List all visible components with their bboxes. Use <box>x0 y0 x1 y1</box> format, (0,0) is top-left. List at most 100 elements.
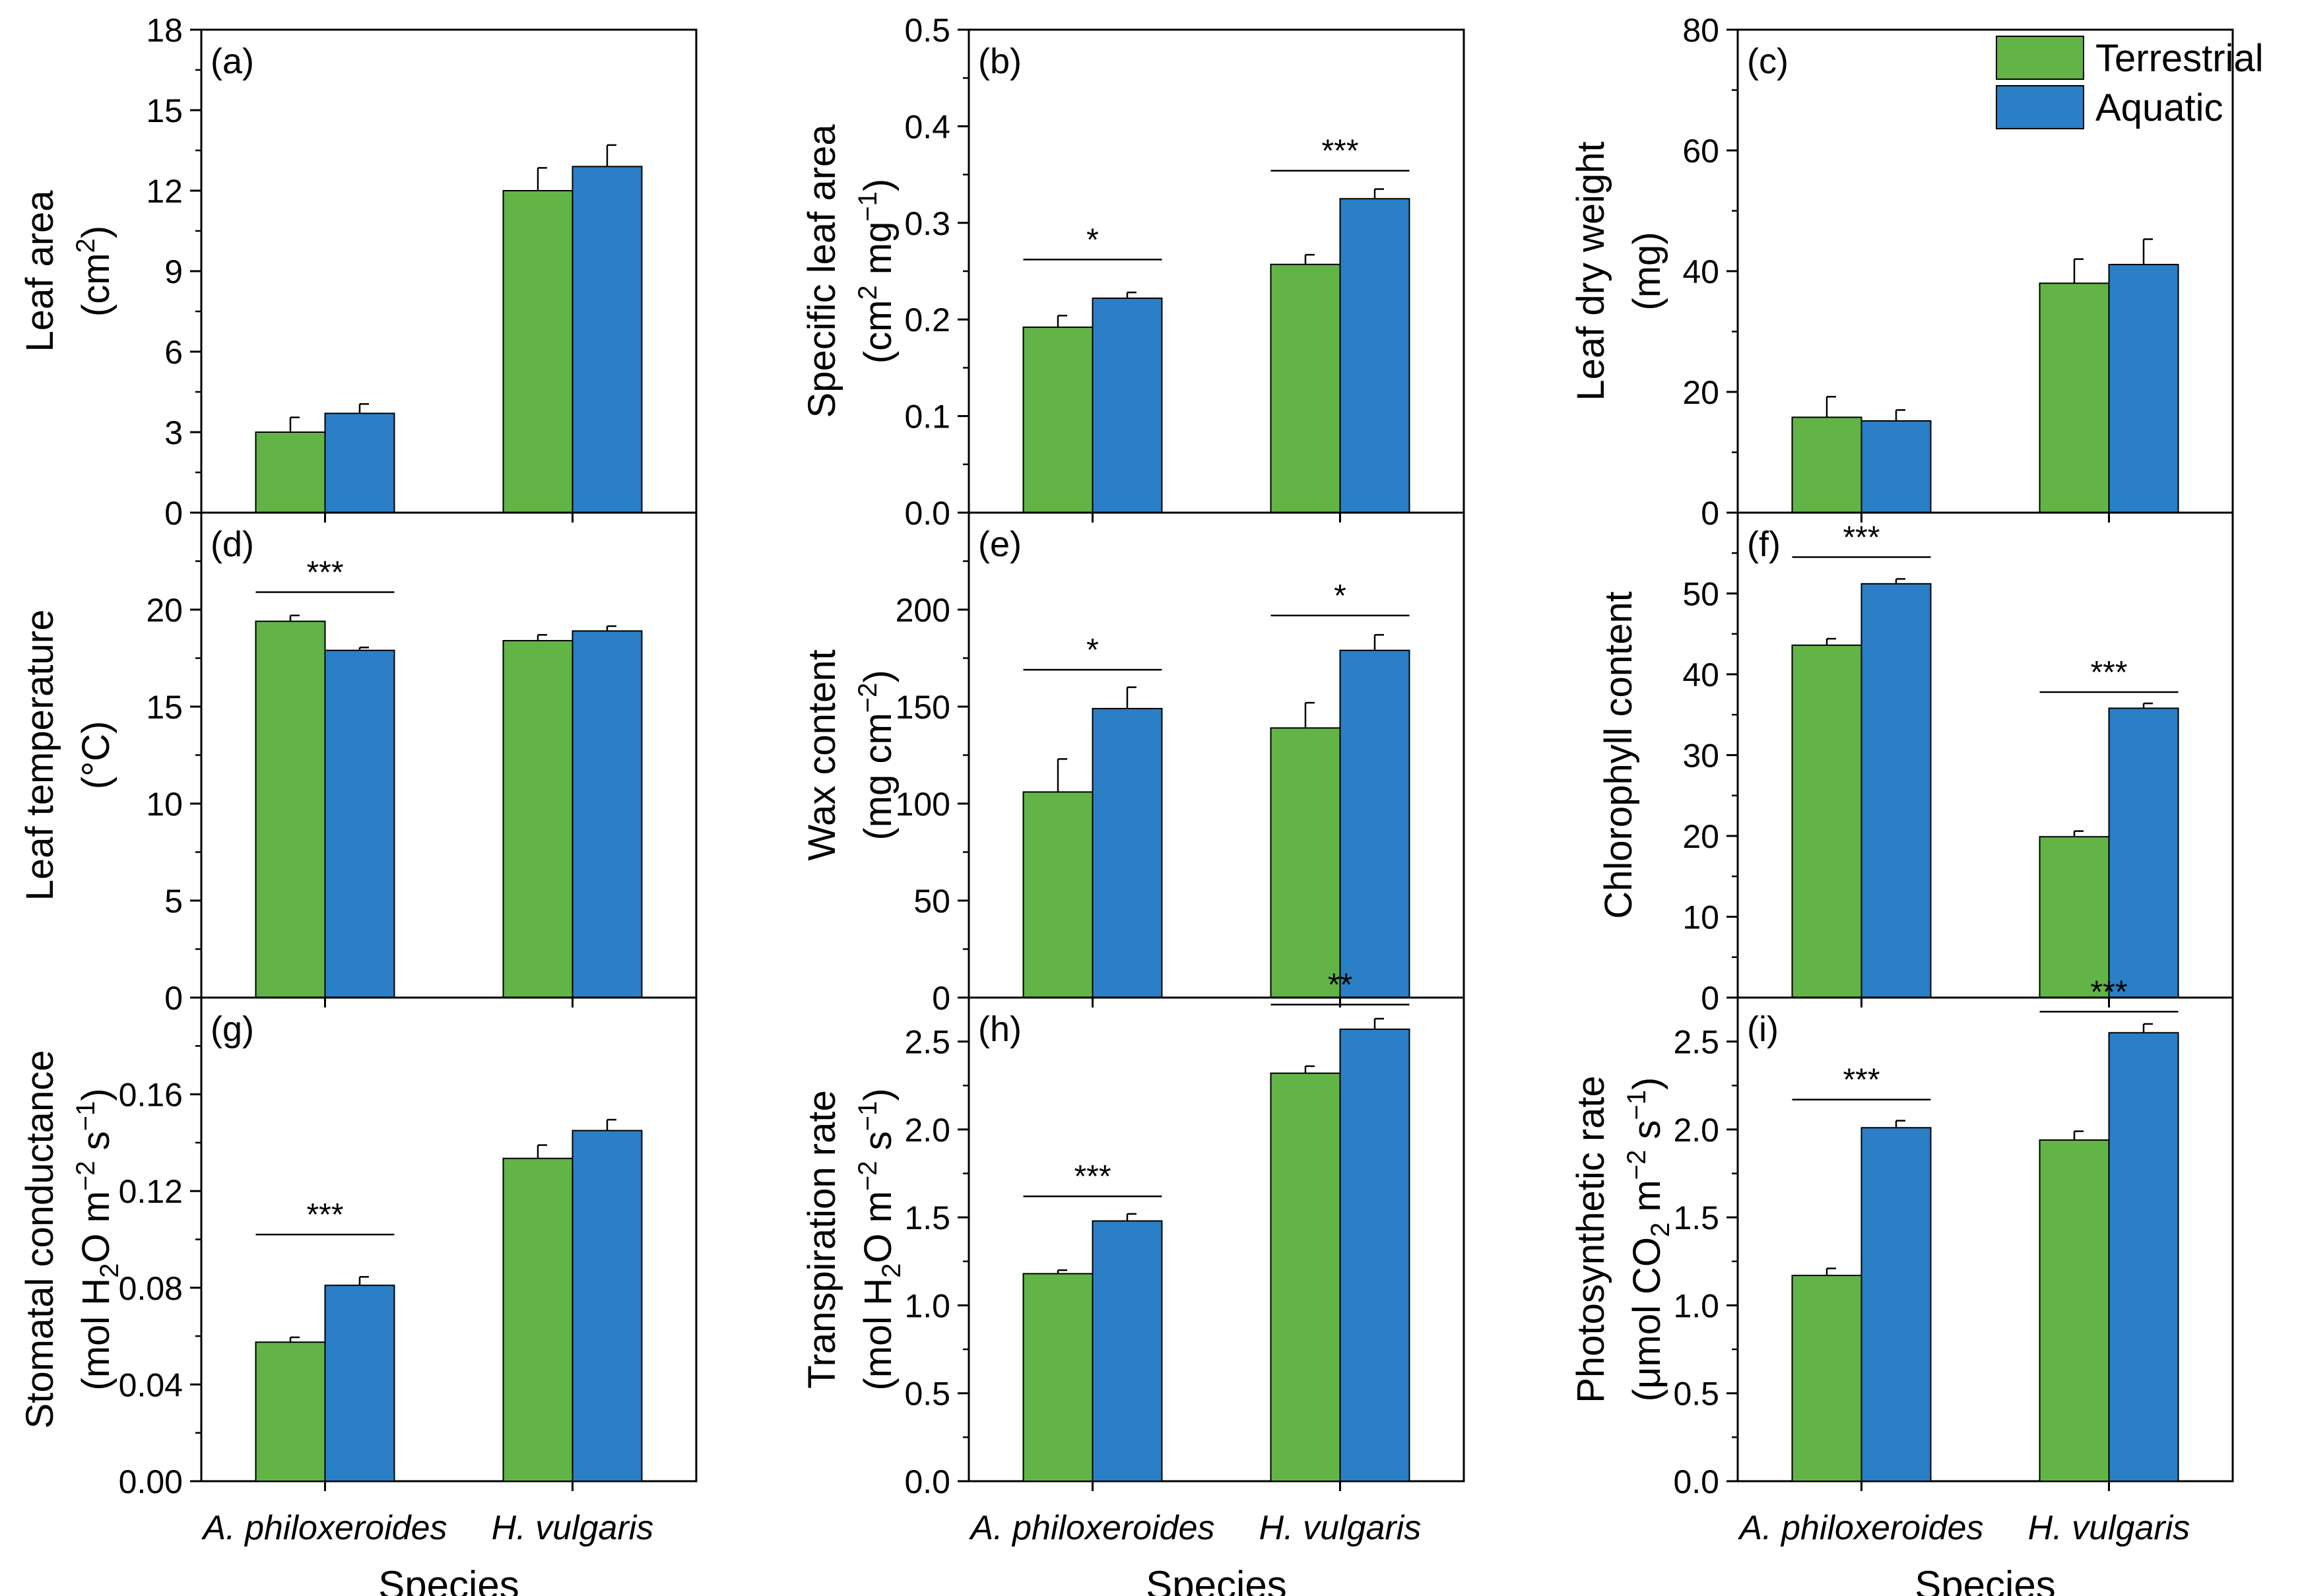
x-category-label: H. vulgaris <box>492 1509 654 1547</box>
y-tick-label: 0.1 <box>904 399 950 435</box>
x-category-label: A. philoxeroides <box>969 1509 1215 1547</box>
bar-aquatic-a-philoxeroides <box>324 1285 395 1482</box>
y-tick-label: 0.5 <box>904 1376 950 1413</box>
significance-stars: *** <box>306 556 343 591</box>
y-tick-label: 20 <box>1682 374 1719 411</box>
axes-frame-i <box>1736 996 2234 1483</box>
y-tick-label: 1.5 <box>904 1199 950 1236</box>
y-axis-title-e-line2: (mg cm−2​) <box>853 670 900 840</box>
panel-label-e: (e) <box>978 525 1022 564</box>
y-tick-label: 40 <box>1682 253 1719 290</box>
y-tick-label: 0.0 <box>904 1463 950 1500</box>
y-tick-label: 15 <box>146 689 183 726</box>
panel-d: 0 5 10 15 20 *** (d) Leaf temperature (°C) <box>18 511 698 1017</box>
y-axis-title-f-line1: Chlorophyll content <box>1597 591 1640 919</box>
significance-stars: *** <box>1843 1063 1880 1098</box>
legend-label-aquatic: Aquatic <box>2095 86 2223 129</box>
bar-aquatic-a-philoxeroides <box>1860 1127 1932 1482</box>
bar-aquatic-h-vulgaris <box>2108 263 2179 513</box>
y-axis-title-c-line2: (mg) <box>1626 232 1668 310</box>
y-tick-label: 20 <box>1682 818 1719 855</box>
y-tick-label: 0.08 <box>119 1270 183 1307</box>
x-axis-title: Species <box>1146 1563 1286 1596</box>
significance-stars: * <box>1334 579 1346 614</box>
bar-terrestrial-a-philoxeroides <box>255 431 326 513</box>
bar-terrestrial-a-philoxeroides <box>1791 416 1862 513</box>
y-tick-label: 0.5 <box>904 12 950 49</box>
y-axis-title-d-line1: Leaf temperature <box>18 610 61 901</box>
y-tick-label: 20 <box>146 592 183 629</box>
x-category-label: H. vulgaris <box>2028 1509 2190 1547</box>
y-tick-label: 100 <box>896 786 950 823</box>
panel-label-c: (c) <box>1747 42 1789 81</box>
bar-aquatic-a-philoxeroides <box>1092 707 1163 998</box>
bar-aquatic-a-philoxeroides <box>1860 420 1932 513</box>
y-axis-title-b-line2: (cm2​ mg−1​) <box>853 179 900 364</box>
y-tick-label: 0 <box>164 980 183 1017</box>
y-tick-label: 3 <box>164 414 183 451</box>
bar-aquatic-h-vulgaris <box>2108 1032 2179 1482</box>
y-tick-label: 0.0 <box>904 495 950 532</box>
y-tick-label: 1.0 <box>904 1287 950 1324</box>
bar-aquatic-a-philoxeroides <box>1860 583 1932 998</box>
bar-terrestrial-a-philoxeroides <box>1791 644 1862 998</box>
y-tick-label: 60 <box>1682 133 1719 170</box>
y-tick-label: 0 <box>1701 495 1719 532</box>
significance-stars: * <box>1086 633 1099 668</box>
bar-terrestrial-h-vulgaris <box>1270 263 1341 513</box>
y-tick-label: 150 <box>896 689 950 726</box>
bar-aquatic-h-vulgaris <box>572 1130 643 1482</box>
y-tick-label: 6 <box>164 334 183 371</box>
y-tick-label: 10 <box>146 786 183 823</box>
bar-aquatic-a-philoxeroides <box>324 649 395 998</box>
panel-i: 0.0 0.5 1.0 1.5 2.0 2.5 *** *** (i) Photosyntheti… <box>1569 974 2234 1596</box>
y-tick-label: 5 <box>164 883 183 920</box>
significance-stars: *** <box>1074 1159 1111 1194</box>
bar-terrestrial-h-vulgaris <box>2039 1139 2110 1483</box>
axes-frame-h <box>968 996 1465 1483</box>
x-category-label: A. philoxeroides <box>201 1509 447 1547</box>
panel-label-d: (d) <box>211 525 254 564</box>
y-tick-label: 0.00 <box>119 1463 183 1500</box>
significance-stars: *** <box>1843 520 1880 555</box>
panels-group: 0 3 6 9 12 15 18 (a) Leaf area(cm2​) 0.0 0.1 0.2 0.3… <box>18 12 2234 1596</box>
bar-terrestrial-a-philoxeroides <box>1022 326 1094 513</box>
y-tick-label: 0.5 <box>1673 1376 1719 1413</box>
significance-stars: *** <box>306 1197 343 1232</box>
y-tick-label: 0.16 <box>119 1077 183 1114</box>
y-tick-label: 0.2 <box>904 302 950 338</box>
panel-b: 0.00.10.20.30.40.5****(b)Specific leaf a… <box>801 12 1465 532</box>
bar-aquatic-h-vulgaris <box>572 166 643 513</box>
x-axis-title: Species <box>378 1563 519 1596</box>
bar-aquatic-h-vulgaris <box>2108 707 2179 998</box>
y-tick-label: 50 <box>913 883 950 920</box>
bar-aquatic-a-philoxeroides <box>1092 1220 1163 1482</box>
legend-label-terrestrial: Terrestrial <box>2095 37 2264 80</box>
significance-stars: * <box>1086 222 1099 257</box>
bar-terrestrial-a-philoxeroides <box>1791 1275 1862 1483</box>
legend-swatch-aquatic <box>1996 85 2084 129</box>
y-tick-label: 18 <box>146 12 183 49</box>
panel-label-h: (h) <box>978 1009 1022 1049</box>
panel-h: 0.00.51.01.52.02.5*****(h)Transpiration … <box>801 968 1465 1596</box>
bar-terrestrial-h-vulgaris <box>2039 836 2110 998</box>
y-tick-label: 2.0 <box>1673 1112 1719 1149</box>
y-tick-label: 0.04 <box>119 1366 183 1403</box>
bar-terrestrial-h-vulgaris <box>2039 282 2110 513</box>
y-tick-label: 30 <box>1682 738 1719 775</box>
y-tick-label: 9 <box>164 253 183 290</box>
legend-swatch-terrestrial <box>1996 36 2084 80</box>
legend: Terrestrial Aquatic <box>1996 36 2264 129</box>
y-tick-label: 2.5 <box>904 1024 950 1061</box>
y-tick-label: 2.0 <box>904 1112 950 1149</box>
bar-terrestrial-h-vulgaris <box>502 190 574 513</box>
y-axis-title-h-line2: (mol H2​O m−2​ s−1​) <box>853 1088 906 1390</box>
y-tick-label: 1.5 <box>1673 1199 1719 1236</box>
y-axis-title-b-line1: Specific leaf area <box>801 124 843 418</box>
panel-label-i: (i) <box>1747 1009 1779 1049</box>
bar-aquatic-h-vulgaris <box>1339 1028 1410 1482</box>
panel-g: 0.00 0.04 0.08 0.12 0.16 *** (g) Stomatal condu… <box>18 996 698 1596</box>
y-axis-title-i-line2: (μmol CO2​ m−2​ s−1​) <box>1622 1077 1675 1402</box>
